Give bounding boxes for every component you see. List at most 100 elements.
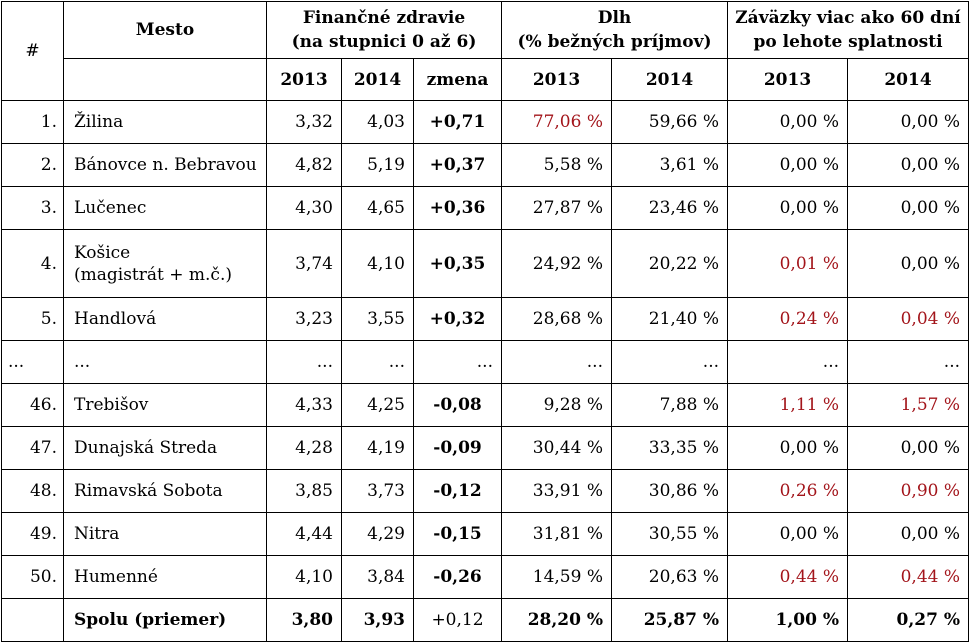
rank-cell: 49. xyxy=(1,512,64,556)
rank-cell: 3. xyxy=(1,186,64,230)
table-row: 50. Humenné 4,10 3,84 -0,26 14,59 % 20,6… xyxy=(1,555,969,599)
health-change-cell: -0,08 xyxy=(413,383,502,427)
city-cell: ... xyxy=(63,340,267,384)
total-health-change: +0,12 xyxy=(413,598,502,642)
debt-header: Dlh (% bežných príjmov) xyxy=(500,1,729,59)
health-2014-cell: 4,10 xyxy=(341,229,414,298)
health-2013-cell: 4,82 xyxy=(266,143,342,187)
liab-2013-cell: ... xyxy=(727,340,849,384)
debt-title: Dlh xyxy=(597,8,632,28)
health-change-cell: -0,12 xyxy=(413,469,502,513)
health-2013-cell: ... xyxy=(266,340,342,384)
health-change-cell: -0,09 xyxy=(413,426,502,470)
liabilities-subtitle: po lehote splatnosti xyxy=(753,32,943,52)
health-2014-header: 2014 xyxy=(341,58,414,101)
total-label: Spolu (priemer) xyxy=(63,598,267,642)
rank-cell: 50. xyxy=(1,555,64,599)
liab-2013-cell: 0,26 % xyxy=(727,469,849,513)
table-row: 49. Nitra 4,44 4,29 -0,15 31,81 % 30,55 … xyxy=(1,512,969,556)
rank-cell: ... xyxy=(1,340,64,384)
financial-health-header: Finančné zdravie (na stupnici 0 až 6) xyxy=(266,1,502,59)
liab-2014-cell: ... xyxy=(847,340,969,384)
total-health-2013: 3,80 xyxy=(266,598,342,642)
health-2014-cell: 3,73 xyxy=(341,469,414,513)
debt-2013-cell: 31,81 % xyxy=(501,512,612,556)
health-change-cell: -0,26 xyxy=(413,555,502,599)
health-2014-cell: ... xyxy=(341,340,414,384)
liab-2013-cell: 0,00 % xyxy=(727,186,849,230)
city-cell: Dunajská Streda xyxy=(63,426,267,470)
total-health-2014: 3,93 xyxy=(341,598,414,642)
financial-health-scale: (na stupnici 0 až 6) xyxy=(291,32,477,52)
city-cell: Bánovce n. Bebravou xyxy=(63,143,267,187)
debt-2013-cell: 24,92 % xyxy=(501,229,612,298)
debt-2013-cell: 5,58 % xyxy=(501,143,612,187)
debt-2013-cell: 14,59 % xyxy=(501,555,612,599)
debt-2014-cell: ... xyxy=(610,340,729,384)
debt-2014-cell: 20,22 % xyxy=(610,229,729,298)
city-cell: Nitra xyxy=(63,512,267,556)
city-name: Košice xyxy=(74,242,131,263)
debt-2013-cell: 27,87 % xyxy=(501,186,612,230)
city-note: (magistrát + m.č.) xyxy=(74,264,232,285)
health-change-cell: +0,32 xyxy=(413,297,502,341)
health-2014-cell: 4,03 xyxy=(341,100,414,144)
rank-cell: 48. xyxy=(1,469,64,513)
table-row: 3. Lučenec 4,30 4,65 +0,36 27,87 % 23,46… xyxy=(1,186,969,230)
health-2013-cell: 4,10 xyxy=(266,555,342,599)
debt-2014-cell: 33,35 % xyxy=(610,426,729,470)
liab-2014-cell: 0,90 % xyxy=(847,469,969,513)
city-cell: Žilina xyxy=(63,100,267,144)
total-rank-empty xyxy=(1,598,64,642)
liabilities-header: Záväzky viac ako 60 dní po lehote splatn… xyxy=(727,1,969,59)
table-row: 1. Žilina 3,32 4,03 +0,71 77,06 % 59,66 … xyxy=(1,100,969,144)
table-row: 5. Handlová 3,23 3,55 +0,32 28,68 % 21,4… xyxy=(1,297,969,341)
debt-2014-header: 2014 xyxy=(610,58,729,101)
table-row: 2. Bánovce n. Bebravou 4,82 5,19 +0,37 5… xyxy=(1,143,969,187)
liab-2014-cell: 0,00 % xyxy=(847,426,969,470)
financial-health-title: Finančné zdravie xyxy=(302,8,466,28)
table-row: 46. Trebišov 4,33 4,25 -0,08 9,28 % 7,88… xyxy=(1,383,969,427)
city-cell: Lučenec xyxy=(63,186,267,230)
debt-2013-cell: 30,44 % xyxy=(501,426,612,470)
debt-2013-cell: ... xyxy=(501,340,612,384)
liabilities-title: Záväzky viac ako 60 dní xyxy=(735,8,961,28)
debt-2014-cell: 59,66 % xyxy=(610,100,729,144)
health-2013-cell: 4,33 xyxy=(266,383,342,427)
liab-2014-cell: 0,00 % xyxy=(847,100,969,144)
total-debt-2013: 28,20 % xyxy=(501,598,612,642)
health-change-cell: +0,36 xyxy=(413,186,502,230)
debt-2013-cell: 77,06 % xyxy=(501,100,612,144)
city-cell: Košice (magistrát + m.č.) xyxy=(63,229,267,298)
header-row-top: # Mesto Finančné zdravie (na stupnici 0 … xyxy=(1,1,969,101)
liab-2014-cell: 0,00 % xyxy=(847,143,969,187)
debt-2014-cell: 7,88 % xyxy=(610,383,729,427)
debt-2013-cell: 9,28 % xyxy=(501,383,612,427)
total-liab-2013: 1,00 % xyxy=(727,598,849,642)
debt-2013-cell: 28,68 % xyxy=(501,297,612,341)
rank-cell: 4. xyxy=(1,229,64,298)
table-row: 4. Košice (magistrát + m.č.) 3,74 4,10 +… xyxy=(1,229,969,298)
health-2013-cell: 3,85 xyxy=(266,469,342,513)
city-header: Mesto xyxy=(63,1,267,59)
table-row: 47. Dunajská Streda 4,28 4,19 -0,09 30,4… xyxy=(1,426,969,470)
health-2014-cell: 4,29 xyxy=(341,512,414,556)
city-subheader-empty xyxy=(63,58,267,101)
rank-cell: 5. xyxy=(1,297,64,341)
health-2013-cell: 4,44 xyxy=(266,512,342,556)
liab-2013-cell: 0,00 % xyxy=(727,512,849,556)
health-2014-cell: 5,19 xyxy=(341,143,414,187)
health-2013-cell: 3,23 xyxy=(266,297,342,341)
health-2013-cell: 4,28 xyxy=(266,426,342,470)
liab-2014-cell: 1,57 % xyxy=(847,383,969,427)
rank-header: # xyxy=(1,1,64,101)
liab-2013-cell: 1,11 % xyxy=(727,383,849,427)
liab-2014-cell: 0,04 % xyxy=(847,297,969,341)
city-cell: Rimavská Sobota xyxy=(63,469,267,513)
total-liab-2014: 0,27 % xyxy=(847,598,969,642)
health-2013-header: 2013 xyxy=(266,58,342,101)
total-debt-2014: 25,87 % xyxy=(610,598,729,642)
debt-2014-cell: 3,61 % xyxy=(610,143,729,187)
health-2014-cell: 4,65 xyxy=(341,186,414,230)
